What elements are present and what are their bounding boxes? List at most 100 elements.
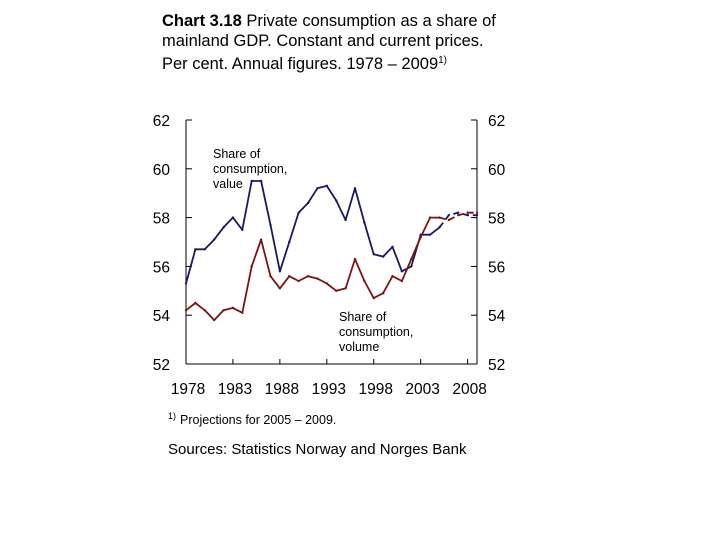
series-line-volume [185, 216, 440, 322]
footnote: 1) Projections for 2005 – 2009. [168, 411, 336, 427]
data-point-volume [222, 309, 225, 312]
x-tick-label: 2008 [452, 381, 486, 398]
data-point-volume [410, 257, 413, 261]
data-point-volume [391, 274, 394, 278]
x-tick-label: 1978 [171, 381, 205, 398]
data-point-value [344, 218, 347, 222]
data-point-value [447, 213, 451, 217]
data-point-volume [372, 296, 375, 300]
data-point-volume [428, 216, 432, 219]
annotation-line: Share of [339, 310, 387, 324]
y-tick-label-left: 54 [153, 308, 171, 325]
x-tick-label: 1993 [312, 381, 346, 398]
annotation-line: value [213, 177, 243, 191]
data-point-value [222, 226, 225, 229]
x-tick-label: 1998 [358, 381, 392, 398]
data-point-value [278, 270, 282, 273]
data-point-value [259, 179, 263, 183]
data-point-value [203, 248, 206, 251]
y-tick-label-right: 56 [488, 259, 505, 276]
data-point-value [194, 248, 197, 251]
data-point-value [457, 211, 460, 214]
data-point-volume [297, 279, 300, 283]
data-point-value [428, 233, 432, 236]
y-tick-label-right: 58 [488, 211, 505, 228]
annotation-line: Share of [213, 147, 261, 161]
data-point-volume [475, 211, 479, 214]
data-point-volume [325, 282, 329, 285]
data-point-volume [334, 289, 338, 292]
data-point-volume [457, 213, 460, 217]
y-tick-label-right: 52 [488, 357, 505, 374]
data-point-volume [194, 301, 197, 305]
data-point-volume [241, 311, 244, 314]
x-tick-label: 1983 [218, 381, 252, 398]
data-point-volume [259, 238, 263, 241]
data-point-volume [419, 235, 422, 239]
data-point-value [353, 187, 357, 190]
data-point-volume [212, 318, 216, 322]
data-point-value [466, 213, 469, 217]
annotation-line: volume [339, 340, 379, 354]
annotation-volume: Share of consumption, volume [339, 310, 413, 354]
chart-title-label: Chart 3.18 [162, 12, 242, 30]
chart-title-footnote-marker: 1) [438, 55, 448, 66]
data-point-value [410, 265, 413, 268]
data-point-value [391, 245, 394, 249]
data-point-value [334, 199, 338, 202]
data-point-volume [316, 277, 319, 280]
data-point-value [269, 223, 272, 227]
data-point-volume [438, 216, 441, 219]
data-point-value [241, 228, 244, 231]
data-point-volume [231, 306, 235, 310]
chart-title: Chart 3.18 Private consumption as a shar… [162, 12, 502, 75]
data-point-volume [184, 309, 188, 312]
data-point-volume [269, 274, 272, 278]
footnote-text: Projections for 2005 – 2009. [180, 413, 337, 427]
annotation-line: consumption, [339, 325, 413, 339]
data-point-value [231, 216, 235, 219]
data-point-value [325, 184, 329, 188]
y-tick-label-left: 58 [153, 211, 170, 228]
data-point-value [400, 270, 404, 273]
data-point-value [184, 282, 188, 285]
data-point-value [288, 240, 291, 244]
x-tick-label: 1988 [265, 381, 299, 398]
annotation-value: Share of consumption, value [213, 147, 287, 191]
y-tick-label-right: 60 [488, 162, 506, 179]
source-note: Sources: Statistics Norway and Norges Ba… [168, 441, 467, 458]
data-point-value [475, 213, 479, 217]
y-tick-label-left: 62 [153, 113, 170, 130]
data-point-value [381, 255, 385, 258]
data-point-volume [288, 274, 291, 278]
annotation-line: consumption, [213, 162, 287, 176]
chart-title-text: Private consumption as a share of mainla… [162, 12, 496, 73]
data-point-volume [363, 279, 366, 283]
data-point-volume [250, 265, 253, 268]
data-point-value [306, 201, 310, 205]
y-tick-label-right: 62 [488, 113, 505, 130]
y-tick-label-left: 60 [153, 162, 171, 179]
data-point-volume [344, 287, 347, 290]
data-point-volume [400, 279, 404, 283]
data-point-volume [306, 274, 310, 278]
data-point-value [372, 253, 375, 256]
data-point-volume [466, 211, 469, 214]
data-point-volume [203, 309, 206, 312]
data-point-value [438, 226, 441, 229]
data-point-volume [381, 292, 385, 295]
data-point-value [363, 221, 366, 224]
data-point-value [212, 238, 216, 241]
y-tick-label-left: 56 [153, 259, 170, 276]
data-point-value [250, 179, 253, 183]
data-point-volume [353, 257, 357, 261]
y-tick-label-right: 54 [488, 308, 506, 325]
x-tick-label: 2003 [405, 381, 439, 398]
data-point-value [316, 187, 319, 190]
data-point-value [297, 211, 300, 214]
data-point-volume [278, 287, 282, 290]
series-line-value [185, 180, 441, 284]
y-tick-label-left: 52 [153, 357, 170, 374]
data-point-volume [447, 218, 451, 222]
